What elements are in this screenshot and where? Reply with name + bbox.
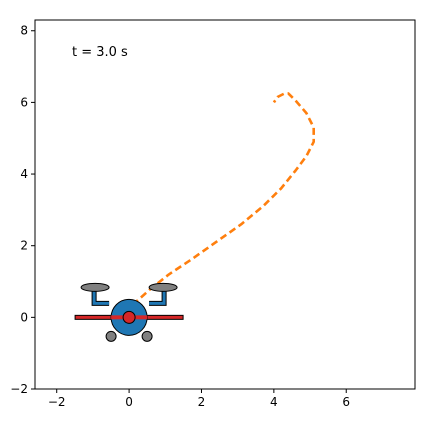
x-tick-label: 6 <box>342 395 350 409</box>
plot-frame <box>34 19 416 390</box>
axis-ticks: −2 0 2 4 6 −2 0 2 4 6 8 <box>10 24 350 409</box>
rotor-left <box>80 282 110 292</box>
y-tick-label: 2 <box>20 239 28 253</box>
y-tick-label: −2 <box>10 382 28 396</box>
rotor-right <box>148 282 178 292</box>
y-tick-label: 0 <box>20 310 28 324</box>
trajectory-layer <box>131 92 316 306</box>
drone-center <box>122 310 136 324</box>
trajectory-line <box>131 92 316 306</box>
y-tick-label: 8 <box>20 24 28 38</box>
drone-frame-left <box>92 291 110 305</box>
x-tick-label: −2 <box>48 395 66 409</box>
wheel-left <box>105 330 117 342</box>
y-tick-label: 6 <box>20 95 28 109</box>
x-tick-label: 2 <box>198 395 206 409</box>
x-tick-label: 0 <box>125 395 133 409</box>
drone-frame-right <box>149 291 166 305</box>
drone-icon <box>74 282 184 342</box>
y-tick-label: 4 <box>20 167 28 181</box>
time-annotation: t = 3.0 s <box>72 45 128 60</box>
x-tick-label: 4 <box>270 395 278 409</box>
wheel-right <box>141 330 153 342</box>
